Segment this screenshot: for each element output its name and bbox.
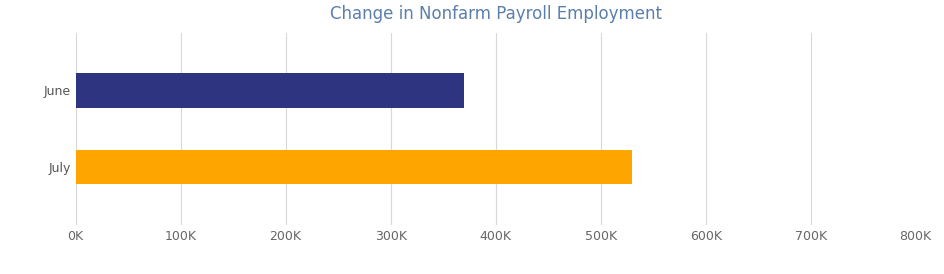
Bar	[76, 150, 632, 184]
Title: Change in Nonfarm Payroll Employment: Change in Nonfarm Payroll Employment	[329, 5, 662, 23]
Bar	[76, 73, 464, 108]
